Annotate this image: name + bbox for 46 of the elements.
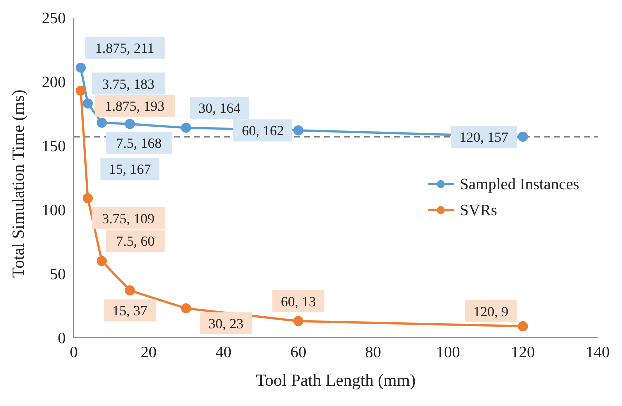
x-tick-label: 80 [365,344,382,362]
point [96,256,108,266]
y-tick-label: 50 [50,266,66,284]
data-label: 120, 9 [474,305,509,320]
point [518,321,528,332]
y-tick-label: 0 [58,330,66,348]
x-tick-label: 100 [436,344,460,362]
point [125,286,136,296]
point [76,86,86,96]
x-tick-label: 40 [216,344,232,362]
point [82,193,94,204]
y-tick-label: 150 [42,138,66,156]
legend-label: Sampled Instances [460,176,580,194]
x-axis-title: Tool Path Length (mm) [256,371,416,390]
x-tick-label: 0 [70,344,78,362]
data-label: 30, 23 [208,318,244,333]
legend-label: SVRs [460,202,498,220]
point [181,122,192,134]
data-label: 60, 13 [281,295,316,310]
data-label: 1.875, 193 [105,100,165,115]
data-label: 3.75, 109 [102,212,155,228]
data-label: 60, 162 [242,124,284,140]
x-tick-label: 120 [511,344,536,362]
point [96,118,108,128]
point [518,132,528,142]
x-tick-label: 60 [290,344,307,362]
data-label: 7.5, 168 [116,136,162,152]
point [293,316,304,326]
point [82,98,94,109]
y-tick-label: 250 [42,10,66,28]
data-label: 15, 37 [112,304,148,320]
point [76,62,86,74]
point [293,126,304,136]
x-tick-label: 140 [586,344,610,362]
data-label: 30, 164 [198,102,241,118]
data-label: 7.5, 60 [116,235,155,250]
x-tick-label: 20 [140,344,157,362]
y-tick-label: 100 [42,202,66,220]
y-tick-label: 200 [42,74,66,92]
y-axis-title: Total Simulation Time (ms) [9,90,28,278]
point [125,119,136,130]
point [181,303,192,314]
data-label: 120, 157 [460,131,509,146]
data-label: 1.875, 211 [96,42,155,57]
data-label: 15, 167 [109,163,152,178]
data-label: 3.75, 183 [102,78,155,93]
